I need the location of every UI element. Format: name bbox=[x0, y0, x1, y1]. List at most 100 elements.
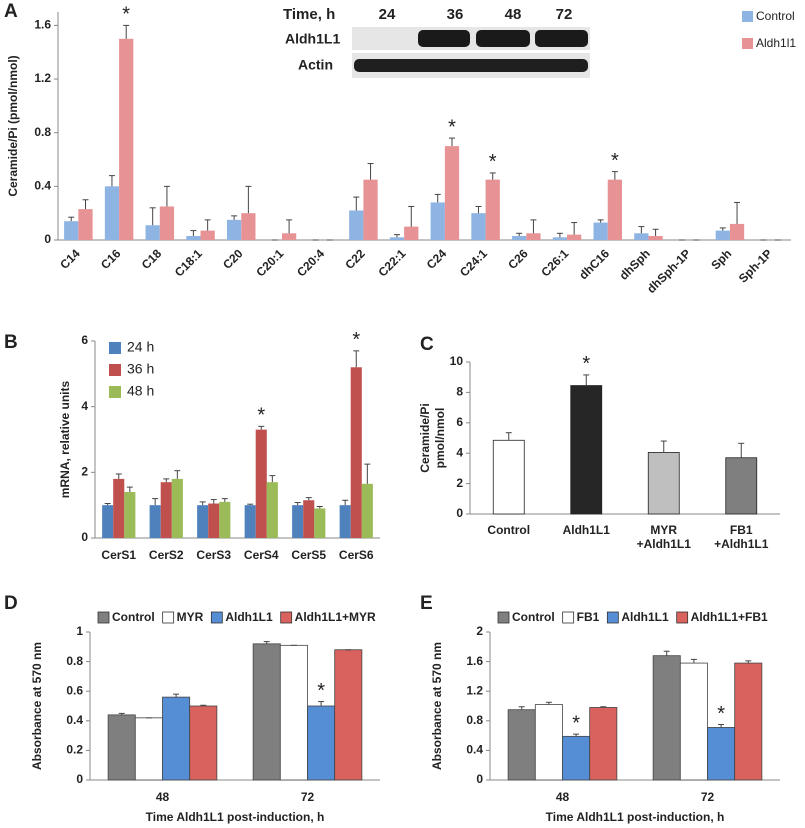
x-tick-label: C20 bbox=[220, 246, 246, 272]
y-tick-label: 0.6 bbox=[66, 683, 83, 697]
bar bbox=[552, 237, 568, 240]
bar bbox=[725, 457, 758, 515]
y-tick-label: 2 bbox=[476, 624, 483, 638]
legend-swatch bbox=[162, 611, 175, 624]
bar bbox=[715, 230, 730, 240]
bar bbox=[160, 482, 172, 538]
bar bbox=[208, 503, 220, 538]
legend-swatch bbox=[109, 342, 121, 354]
legend-label: Aldh1L1 bbox=[621, 610, 669, 624]
bar bbox=[729, 223, 745, 240]
y-tick-label: 0.8 bbox=[34, 125, 51, 139]
y-tick-label: 6 bbox=[81, 333, 88, 347]
significance-marker: * bbox=[448, 116, 456, 138]
x-tick-label: 48 bbox=[556, 790, 570, 804]
x-tick-label: C18:1 bbox=[172, 246, 205, 279]
y-tick-label: 2 bbox=[81, 465, 88, 479]
bar bbox=[241, 213, 256, 240]
x-tick-label: C16 bbox=[98, 246, 124, 272]
x-tick-label: dhSph bbox=[617, 246, 653, 282]
y-tick-label: 0.8 bbox=[466, 713, 483, 727]
bar bbox=[145, 225, 160, 240]
legend-swatch bbox=[97, 611, 110, 624]
blot-band bbox=[418, 30, 470, 47]
y-axis-label: Absorbance at 570 nm bbox=[430, 642, 444, 770]
legend-label: 24 h bbox=[127, 339, 154, 355]
x-tick-label: dhC16 bbox=[576, 246, 612, 282]
x-tick-label: C22:1 bbox=[375, 246, 408, 279]
significance-marker: * bbox=[352, 329, 360, 351]
y-tick-label: 6 bbox=[456, 415, 463, 429]
bar bbox=[361, 483, 373, 538]
legend-label: Aldh1L1+FB1 bbox=[691, 610, 768, 624]
bar bbox=[307, 705, 336, 781]
bar bbox=[314, 508, 326, 538]
y-tick-label: 4 bbox=[81, 399, 88, 413]
significance-marker: * bbox=[122, 4, 130, 26]
y-axis-label: pmol/nmol bbox=[433, 408, 447, 469]
legend-label: 36 h bbox=[127, 361, 154, 377]
bar bbox=[219, 501, 231, 538]
bar bbox=[534, 704, 563, 781]
y-axis-label: Absorbance at 570 nm bbox=[30, 642, 44, 770]
blot-lane bbox=[352, 27, 590, 50]
y-tick-label: 2 bbox=[456, 476, 463, 490]
y-axis-label: Ceramide/Pi bbox=[418, 403, 432, 472]
inset-column: 24 bbox=[379, 6, 396, 23]
bar bbox=[526, 233, 541, 240]
y-tick-label: 8 bbox=[456, 385, 463, 399]
significance-marker: * bbox=[717, 703, 725, 725]
panel-letter: B bbox=[4, 332, 18, 353]
x-tick-label: CerS3 bbox=[196, 548, 231, 562]
bar bbox=[707, 727, 736, 781]
legend-swatch bbox=[562, 611, 575, 624]
legend-label: MYR bbox=[177, 610, 204, 624]
x-tick-label: C20:1 bbox=[253, 246, 286, 279]
y-tick-label: 0 bbox=[456, 506, 463, 520]
bar bbox=[134, 717, 163, 781]
x-tick-label: CerS5 bbox=[291, 548, 326, 562]
inset-column: 48 bbox=[505, 6, 522, 23]
y-tick-label: 0.8 bbox=[66, 654, 83, 668]
y-tick-label: 10 bbox=[450, 354, 464, 368]
panel-letter: D bbox=[4, 593, 18, 614]
bar bbox=[363, 179, 378, 240]
bar bbox=[349, 210, 364, 240]
bar bbox=[334, 649, 363, 781]
y-tick-label: 1.6 bbox=[34, 18, 51, 32]
x-tick-label: 48 bbox=[156, 790, 170, 804]
bar bbox=[149, 505, 161, 538]
legend-swatch bbox=[606, 611, 619, 624]
bar bbox=[162, 696, 191, 781]
inset-column: 36 bbox=[447, 6, 464, 23]
blot-band bbox=[354, 59, 588, 72]
x-tick-label: dhSph-1P bbox=[644, 246, 693, 295]
x-tick-label: FB1 +Aldh1L1 bbox=[714, 523, 769, 551]
legend-label: Aldh1L1+MYR bbox=[295, 610, 376, 624]
bar bbox=[119, 38, 134, 240]
legend-label: Aldh1L1 bbox=[225, 610, 273, 624]
legend-label: FB1 bbox=[577, 610, 600, 624]
y-tick-label: 0 bbox=[476, 772, 483, 786]
x-tick-label: C26 bbox=[505, 246, 531, 272]
y-tick-label: 1.2 bbox=[466, 683, 483, 697]
legend-label: 48 h bbox=[127, 383, 154, 399]
significance-marker: * bbox=[489, 151, 497, 173]
bar bbox=[570, 385, 603, 515]
x-tick-label: 72 bbox=[701, 790, 715, 804]
bar bbox=[492, 439, 525, 515]
bar bbox=[734, 662, 763, 781]
significance-marker: * bbox=[611, 150, 619, 172]
inset-title: Time, h bbox=[283, 6, 335, 23]
significance-marker: * bbox=[257, 405, 265, 427]
x-tick-label: C22 bbox=[342, 246, 368, 272]
y-tick-label: 1 bbox=[76, 624, 83, 638]
legend-swatch bbox=[109, 386, 121, 398]
legend-swatch bbox=[676, 611, 689, 624]
legend-swatch bbox=[497, 611, 510, 624]
bar bbox=[197, 505, 209, 538]
blot-band bbox=[476, 30, 530, 47]
x-tick-label: C26:1 bbox=[538, 246, 571, 279]
legend-swatch bbox=[280, 611, 293, 624]
